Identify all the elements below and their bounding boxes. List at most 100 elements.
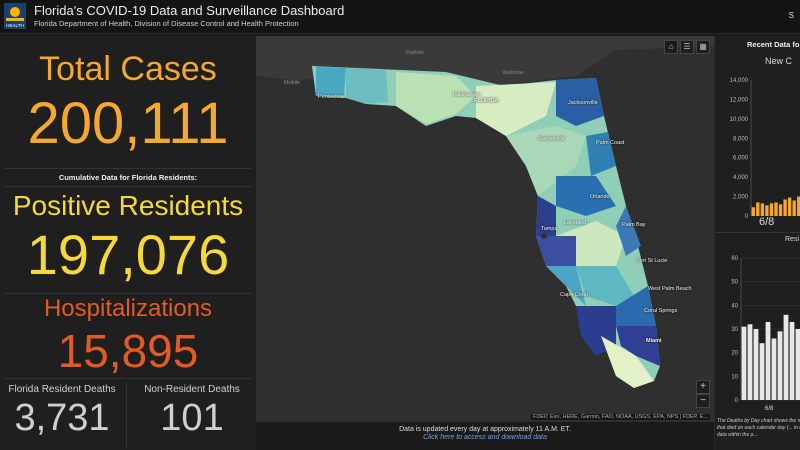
- florida-county-map[interactable]: Dothan Valdosta Mobile Pensacola Tallaha…: [256, 36, 714, 422]
- home-icon[interactable]: ⌂: [664, 40, 678, 54]
- bar[interactable]: [765, 321, 771, 400]
- bar[interactable]: [760, 203, 765, 216]
- download-data-link[interactable]: Click here to access and download data: [423, 434, 547, 441]
- nonresident-deaths-value: 101: [160, 397, 224, 439]
- y-tick-label: 14,000: [730, 78, 749, 84]
- y-tick-label: 10,000: [730, 117, 749, 123]
- bar[interactable]: [747, 324, 753, 400]
- bar[interactable]: [751, 207, 755, 216]
- resident-deaths-value: 3,731: [14, 397, 110, 439]
- bar[interactable]: [792, 200, 796, 216]
- y-tick-label: 4,000: [733, 175, 749, 181]
- divider: [4, 378, 252, 379]
- bar[interactable]: [771, 338, 777, 400]
- chart2-date-label: 6/8: [765, 406, 774, 412]
- y-tick-label: 0: [745, 214, 749, 220]
- map-label-west-palm-beach: West Palm Beach: [648, 286, 692, 292]
- zoom-in-button[interactable]: +: [696, 380, 710, 394]
- bar[interactable]: [783, 199, 787, 216]
- header-bar: HEALTH Florida's COVID-19 Data and Surve…: [0, 0, 800, 34]
- map-label-orlando: Orlando: [590, 194, 610, 200]
- bar[interactable]: [797, 196, 800, 216]
- map-label-mobile: Mobile: [284, 80, 301, 86]
- cumulative-note: Cumulative Data for Florida Residents:: [58, 173, 198, 182]
- bar[interactable]: [769, 203, 774, 216]
- y-tick-label: 2,000: [733, 195, 749, 201]
- bar[interactable]: [789, 321, 795, 400]
- map-label-valdosta: Valdosta: [502, 70, 523, 76]
- y-tick-label: 10: [731, 374, 738, 380]
- map-label-jacksonville: Jacksonville: [568, 100, 598, 106]
- map-canvas[interactable]: [256, 36, 714, 422]
- bar[interactable]: [774, 202, 778, 216]
- y-tick-label: 60: [731, 256, 738, 262]
- recent-data-panel: Recent Data fo New C 0 2,000 4,000 6,000 8,0…: [714, 36, 800, 450]
- map-label-port-st-lucie: Port St Lucie: [636, 258, 668, 264]
- bar[interactable]: [741, 326, 747, 400]
- bar[interactable]: [765, 205, 769, 216]
- bar[interactable]: [759, 343, 765, 400]
- map-footer: Data is updated every day at approximate…: [256, 422, 714, 450]
- map-label-miami: Miami: [646, 338, 662, 344]
- map-attribution[interactable]: FDEP, Esri, HERE, Garmin, FAO, NOAA, USG…: [530, 414, 710, 420]
- header-right-link[interactable]: S: [788, 11, 794, 20]
- positive-residents-label: Positive Residents: [12, 190, 244, 221]
- resident-deaths-chart[interactable]: 0 10 20 30 40 50 60: [715, 250, 800, 420]
- positive-residents-value: 197,076: [26, 223, 230, 286]
- map-label-tampa: Tampa: [541, 226, 558, 232]
- list-icon[interactable]: ☰: [680, 40, 694, 54]
- total-cases-value: 200,111: [27, 91, 229, 156]
- bar[interactable]: [778, 204, 783, 216]
- nonresident-deaths-label: Non-Resident Deaths: [144, 384, 240, 395]
- bar[interactable]: [783, 314, 789, 400]
- y-tick-label: 8,000: [733, 136, 749, 142]
- map-label-dothan: Dothan: [406, 50, 424, 56]
- y-tick-label: 0: [735, 398, 739, 404]
- chart2-title: Resi: [785, 236, 800, 243]
- map-label-florida: FLORIDA: [474, 98, 499, 104]
- total-cases-label: Total Cases: [39, 50, 217, 88]
- logo-text: HEALTH: [6, 23, 23, 28]
- bar[interactable]: [795, 329, 800, 400]
- map-label-palm-bay: Palm Bay: [622, 222, 646, 228]
- deaths-footnote: The Deaths by Day chart shows the number…: [717, 418, 800, 438]
- florida-health-logo: HEALTH: [4, 3, 26, 29]
- chart1-title: New C: [765, 56, 793, 66]
- map-label-cape-coral: Cape Coral: [560, 292, 588, 298]
- bar[interactable]: [787, 197, 792, 216]
- bar[interactable]: [756, 202, 760, 216]
- hospitalizations-label: Hospitalizations: [43, 295, 213, 322]
- map-toolbar: ⌂ ☰ ▦: [664, 40, 710, 54]
- y-tick-label: 50: [731, 280, 738, 286]
- new-cases-chart[interactable]: 0 2,000 4,000 6,000 8,000 10,000 12,000 14,000: [715, 72, 800, 232]
- grid-icon[interactable]: ▦: [696, 40, 710, 54]
- y-tick-label: 30: [731, 327, 738, 333]
- recent-data-title: Recent Data fo: [747, 40, 800, 49]
- map-label-lakeland: Lakeland: [564, 220, 587, 226]
- y-tick-label: 12,000: [730, 97, 749, 103]
- resident-deaths-label: Florida Resident Deaths: [8, 384, 116, 395]
- map-label-gainesville: Gainesville: [538, 136, 565, 142]
- divider: [4, 293, 252, 294]
- stats-panel: Total Cases 200,111 Cumulative Data for …: [0, 36, 256, 450]
- zoom-out-button[interactable]: −: [696, 394, 710, 408]
- bar[interactable]: [777, 331, 783, 400]
- y-tick-label: 6,000: [733, 156, 749, 162]
- y-tick-label: 20: [731, 351, 738, 357]
- hospitalizations-value: 15,895: [57, 325, 199, 377]
- divider: [126, 382, 127, 448]
- dashboard-title: Florida's COVID-19 Data and Surveillance…: [34, 3, 345, 18]
- chart1-date-label: 6/8: [759, 216, 775, 228]
- zoom-controls: + −: [696, 380, 710, 408]
- dashboard-subtitle: Florida Department of Health, Division o…: [34, 19, 299, 28]
- map-label-coral-springs: Coral Springs: [644, 308, 678, 314]
- divider: [715, 232, 800, 233]
- bar[interactable]: [753, 329, 759, 400]
- divider: [4, 186, 252, 187]
- update-note: Data is updated every day at approximate…: [399, 426, 571, 433]
- divider: [4, 168, 252, 169]
- y-tick-label: 40: [731, 303, 738, 309]
- map-label-pensacola: Pensacola: [318, 94, 344, 100]
- map-label-palm-coast: Palm Coast: [596, 140, 625, 146]
- map-label-tallahassee: Tallahassee: [452, 92, 482, 98]
